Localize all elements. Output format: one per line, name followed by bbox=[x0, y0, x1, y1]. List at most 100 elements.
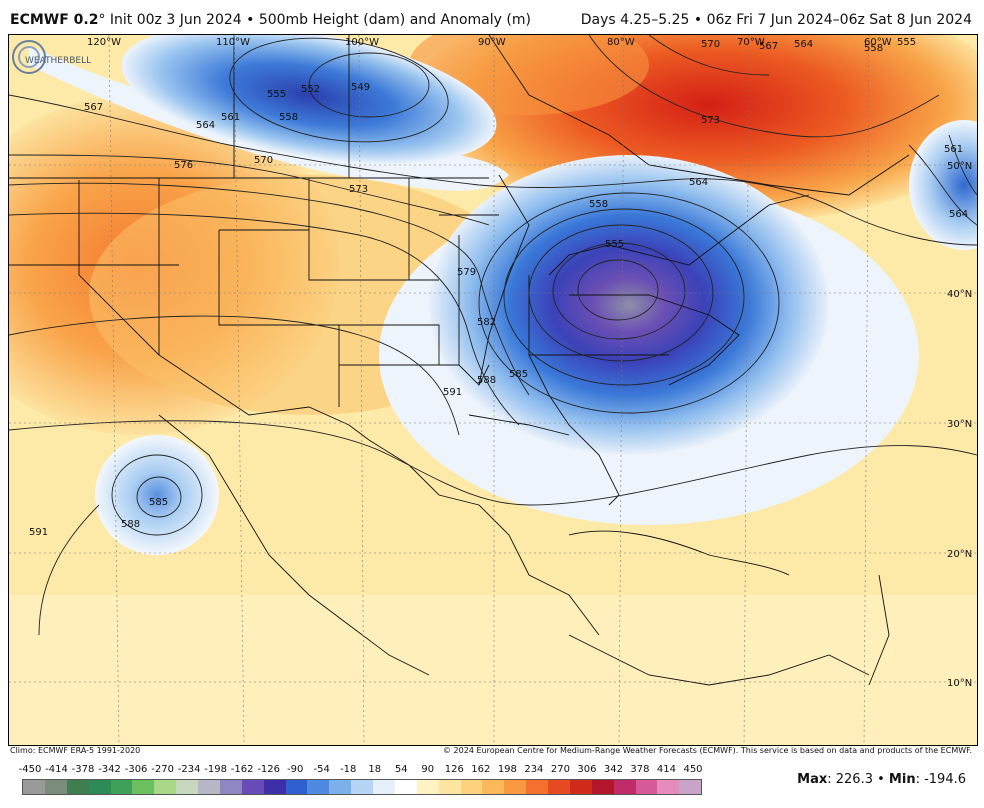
colorbar-tick-label: 90 bbox=[421, 764, 435, 775]
min-value: : -194.6 bbox=[915, 772, 966, 787]
contour-label: 558 bbox=[279, 112, 298, 123]
colorbar-tick-label: -342 bbox=[98, 764, 121, 775]
contour-label: 573 bbox=[701, 115, 720, 126]
colorbar-tick-label: -378 bbox=[71, 764, 95, 775]
contour-label: 591 bbox=[443, 387, 462, 398]
header: ECMWF 0.2° Init 00z 3 Jun 2024 • 500mb H… bbox=[0, 0, 984, 34]
colorbar-swatch bbox=[504, 780, 527, 794]
valid-time: Days 4.25–5.25 • 06z Fri 7 Jun 2024–06z … bbox=[580, 12, 972, 28]
colorbar-swatch bbox=[285, 780, 308, 794]
contour-label: 555 bbox=[897, 37, 916, 48]
contour-label: 588 bbox=[121, 519, 140, 530]
copyright-note: © 2024 European Centre for Medium-Range … bbox=[443, 746, 972, 755]
contour-label: 564 bbox=[949, 209, 968, 220]
contour-label: 591 bbox=[29, 527, 48, 538]
map-canvas: 120°W 110°W 100°W 90°W 80°W 70°W 60°W 50… bbox=[9, 35, 977, 745]
lon-label: 80°W bbox=[607, 37, 635, 48]
colorbar-swatch bbox=[591, 780, 614, 794]
colorbar-swatch bbox=[569, 780, 592, 794]
lat-label: 20°N bbox=[947, 549, 972, 560]
colorbar-tick-label: -18 bbox=[340, 764, 357, 775]
lat-label: 10°N bbox=[947, 678, 972, 689]
lat-label: 40°N bbox=[947, 289, 972, 300]
logo-text: WEATHERBELL bbox=[25, 56, 91, 66]
lat-lon-grid bbox=[9, 35, 977, 745]
contour-label: 561 bbox=[944, 144, 963, 155]
contour-value-labels: 567 564 561 555 552 549 558 570 576 573 … bbox=[29, 37, 968, 538]
colorbar-swatch bbox=[635, 780, 658, 794]
colorbar-tick-label: -450 bbox=[18, 764, 42, 775]
contour-label: 567 bbox=[84, 102, 103, 113]
colorbar-ticks: -450 -414 -378 -342 -306 -270 -234 -198 -162 -126… bbox=[12, 764, 712, 778]
latitude-labels: 50°N 40°N 30°N 20°N 10°N bbox=[947, 161, 972, 689]
contour-label: 558 bbox=[589, 199, 608, 210]
colorbar-tick-label: 234 bbox=[524, 764, 544, 775]
colorbar-swatch bbox=[23, 780, 45, 794]
colorbar-tick-label: -90 bbox=[287, 764, 304, 775]
colorbar-swatch bbox=[373, 780, 395, 794]
colorbar-swatch bbox=[679, 780, 702, 794]
contour-label: 558 bbox=[864, 43, 883, 54]
contour-label: 585 bbox=[149, 497, 168, 508]
climo-note: Climo: ECMWF ERA-5 1991-2020 bbox=[10, 746, 141, 755]
colorbar-swatch bbox=[154, 780, 177, 794]
contour-label: 564 bbox=[689, 177, 708, 188]
colorbar-swatch bbox=[657, 780, 680, 794]
colorbar-tick-label: 270 bbox=[550, 764, 570, 775]
min-label: Min bbox=[888, 772, 916, 787]
contour-label: 570 bbox=[701, 39, 720, 50]
colorbar-tick-label: 126 bbox=[444, 764, 464, 775]
colorbar-tick-label: -54 bbox=[313, 764, 330, 775]
lon-label: 60°W bbox=[864, 37, 892, 48]
colorbar-swatch bbox=[198, 780, 220, 794]
lon-label: 120°W bbox=[87, 37, 121, 48]
colorbar-swatch bbox=[66, 780, 89, 794]
colorbar-swatch bbox=[526, 780, 548, 794]
anomaly-colorbar bbox=[22, 779, 702, 795]
lat-label: 30°N bbox=[947, 419, 972, 430]
contour-label: 567 bbox=[759, 41, 778, 52]
contour-label: 576 bbox=[174, 160, 193, 171]
colorbar-swatch bbox=[132, 780, 155, 794]
longitude-labels: 120°W 110°W 100°W 90°W 80°W 70°W 60°W bbox=[87, 37, 892, 48]
colorbar-tick-label: -234 bbox=[177, 764, 201, 775]
lon-label: 70°W bbox=[737, 37, 765, 48]
colorbar-swatch bbox=[351, 780, 373, 794]
contour-label: 564 bbox=[196, 120, 215, 131]
model-name: ECMWF 0.2 bbox=[10, 12, 99, 28]
colorbar-tick-label: -306 bbox=[124, 764, 148, 775]
colorbar-swatch bbox=[482, 780, 505, 794]
colorbar-tick-label: 198 bbox=[497, 764, 517, 775]
colorbar-swatch bbox=[176, 780, 198, 794]
init-and-field: ° Init 00z 3 Jun 2024 • 500mb Height (da… bbox=[98, 12, 531, 28]
contour-label: 555 bbox=[267, 89, 286, 100]
contour-label: 570 bbox=[254, 155, 273, 166]
contour-label: 582 bbox=[477, 317, 496, 328]
weather-map: 120°W 110°W 100°W 90°W 80°W 70°W 60°W 50… bbox=[8, 34, 978, 746]
contour-label: 555 bbox=[605, 239, 624, 250]
contour-label: 585 bbox=[509, 369, 528, 380]
colorbar-tick-label: 306 bbox=[577, 764, 597, 775]
colorbar-swatch bbox=[394, 780, 417, 794]
colorbar-swatch bbox=[460, 780, 483, 794]
colorbar-swatch bbox=[548, 780, 570, 794]
colorbar-swatch bbox=[416, 780, 439, 794]
contour-label: 549 bbox=[351, 82, 370, 93]
colorbar-tick-label: 414 bbox=[656, 764, 677, 775]
colorbar-tick-label: -414 bbox=[45, 764, 68, 775]
colorbar-swatch bbox=[329, 780, 352, 794]
colorbar-tick-label: 450 bbox=[683, 764, 703, 775]
lat-label: 50°N bbox=[947, 161, 972, 172]
colorbar-tick-label: -126 bbox=[257, 764, 281, 775]
colorbar-swatch bbox=[44, 780, 67, 794]
lon-label: 100°W bbox=[345, 37, 379, 48]
colorbar-tick-label: -162 bbox=[230, 764, 254, 775]
political-borders bbox=[9, 35, 910, 686]
lon-label: 90°W bbox=[478, 37, 506, 48]
max-min-readout: Max: 226.3 • Min: -194.6 bbox=[797, 772, 966, 787]
contour-label: 552 bbox=[301, 84, 320, 95]
contour-label: 573 bbox=[349, 184, 368, 195]
colorbar-swatch bbox=[241, 780, 264, 794]
contour-label: 588 bbox=[477, 375, 496, 386]
contour-label: 579 bbox=[457, 267, 476, 278]
